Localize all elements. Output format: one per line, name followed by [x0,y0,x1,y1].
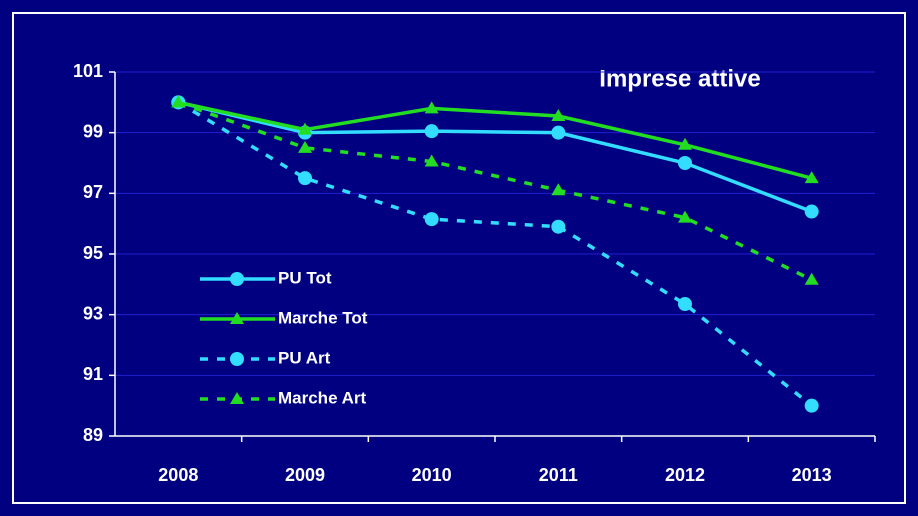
marker [230,272,244,286]
x-tick-label: 2009 [285,465,325,485]
marker [424,154,439,167]
marker [551,108,566,121]
series-line [177,100,813,408]
frame [12,12,906,504]
marker [298,122,312,135]
y-tick-label: 95 [83,243,103,263]
chart-title: Imprese attive [599,65,760,92]
y-tick-label: 101 [73,61,103,81]
x-tick-label: 2011 [539,465,578,485]
legend-label: PU Art [278,348,331,367]
x-tick-label: 2010 [412,465,452,485]
marker [551,125,566,140]
marker [424,101,439,114]
marker [678,137,692,150]
series-line [177,100,813,282]
marker [551,183,566,196]
x-tick-label: 2012 [665,465,705,485]
marker [424,212,439,227]
marker [298,140,312,153]
y-tick-label: 91 [83,364,103,384]
marker [424,124,439,139]
marker [804,398,819,413]
y-tick-label: 99 [83,121,103,141]
marker [678,210,692,223]
y-tick-label: 93 [83,303,103,323]
marker [678,156,692,170]
marker [230,392,244,404]
series-line [177,100,813,214]
marker [804,171,819,184]
legend-label: PU Tot [278,268,332,287]
y-tick-label: 97 [83,182,103,202]
legend-label: Marche Art [278,388,367,407]
marker [551,219,566,234]
x-tick-label: 2013 [792,465,832,485]
legend-label: Marche Tot [278,308,368,327]
y-tick-label: 89 [83,425,103,445]
marker [230,352,244,366]
marker [804,272,819,285]
marker [804,204,819,219]
marker [298,171,312,186]
marker [171,95,186,108]
x-tick-label: 2008 [158,465,198,485]
marker [230,312,244,324]
series-line [177,100,813,180]
marker [678,297,692,312]
